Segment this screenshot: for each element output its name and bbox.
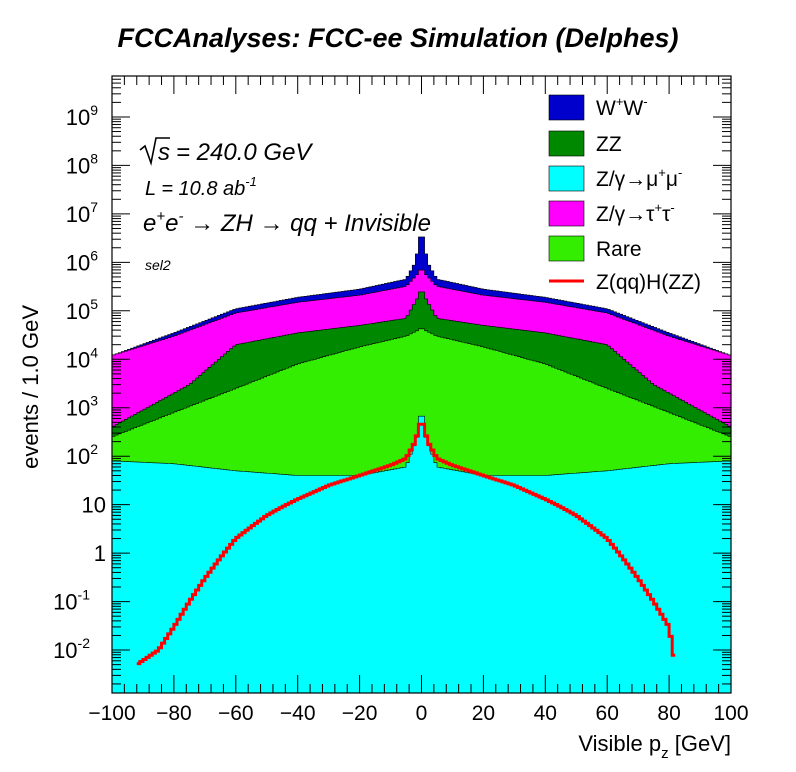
selection-annotation: sel2 <box>145 257 171 273</box>
legend-swatch-tautau <box>548 200 585 227</box>
x-axis-title: Visible pz [GeV] <box>578 731 731 762</box>
annotations: s = 240.0 GeV L = 10.8 ab-1 e+e- → ZH → … <box>139 137 431 273</box>
x-tick-label: 20 <box>472 702 495 725</box>
sqrt-s-symbol: s <box>158 139 170 166</box>
y-tick-label: 108 <box>66 150 98 178</box>
y-tick-label: 105 <box>66 296 98 324</box>
legend-swatch-wwb <box>548 94 585 121</box>
x-tick-label: −40 <box>280 702 316 725</box>
y-tick-label: 104 <box>66 344 98 372</box>
y-tick-label: 1 <box>94 541 106 566</box>
x-tick-label: 60 <box>596 702 619 725</box>
x-tick-label: 0 <box>416 702 428 725</box>
x-tick-label: −80 <box>156 702 192 725</box>
x-tick-label: 40 <box>534 702 557 725</box>
legend-label-rare: Rare <box>596 238 642 261</box>
legend-swatch-mumu <box>548 165 585 192</box>
sqrt-s-value: = 240.0 GeV <box>176 139 313 166</box>
legend: W+W- ZZ Z/γ→μ+μ- Z/γ→τ+τ- Rare Z(qq)H(ZZ… <box>548 94 701 294</box>
chart-title: FCCAnalyses: FCC-ee Simulation (Delphes) <box>117 23 678 53</box>
legend-label-tautau: Z/γ→τ+τ- <box>596 200 675 226</box>
process-annotation: e+e- → ZH → qq + Invisible <box>143 208 431 237</box>
y-tick-label: 107 <box>66 199 98 227</box>
y-tick-label: 106 <box>66 247 98 275</box>
luminosity-annotation: L = 10.8 ab-1 <box>145 174 257 200</box>
x-tick-label: 100 <box>713 702 748 725</box>
x-tick-label: −20 <box>342 702 378 725</box>
y-axis-title: events / 1.0 GeV <box>18 305 43 469</box>
y-tick-label: 109 <box>66 102 98 130</box>
legend-label-signal: Z(qq)H(ZZ) <box>596 271 701 294</box>
axis-layer: −100 −80 −60 −40 −20 0 20 40 60 80 100 10-2 10-11 10 1… <box>53 75 749 725</box>
y-tick-label: 10-2 <box>53 635 90 663</box>
series-signal-line <box>136 422 676 666</box>
x-tick-label: −60 <box>218 702 254 725</box>
x-tick-label: −100 <box>88 702 135 725</box>
series-mumu-area <box>111 415 732 694</box>
y-tick-label: 10 <box>82 493 106 518</box>
y-tick-label: 102 <box>66 441 98 469</box>
legend-label-mumu: Z/γ→μ+μ- <box>596 165 682 191</box>
x-tick-label: 80 <box>657 702 680 725</box>
sqrt-s-annotation: s = 240.0 GeV <box>139 137 313 167</box>
legend-swatch-rare <box>548 235 585 262</box>
legend-label-zz: ZZ <box>596 133 622 156</box>
legend-label-ww: W+W- <box>596 94 648 120</box>
plot-layer <box>111 236 732 694</box>
sqrt-icon <box>139 137 170 167</box>
legend-swatch-zz <box>548 130 585 157</box>
y-tick-label: 10-1 <box>53 587 90 615</box>
y-tick-label: 103 <box>66 393 98 421</box>
